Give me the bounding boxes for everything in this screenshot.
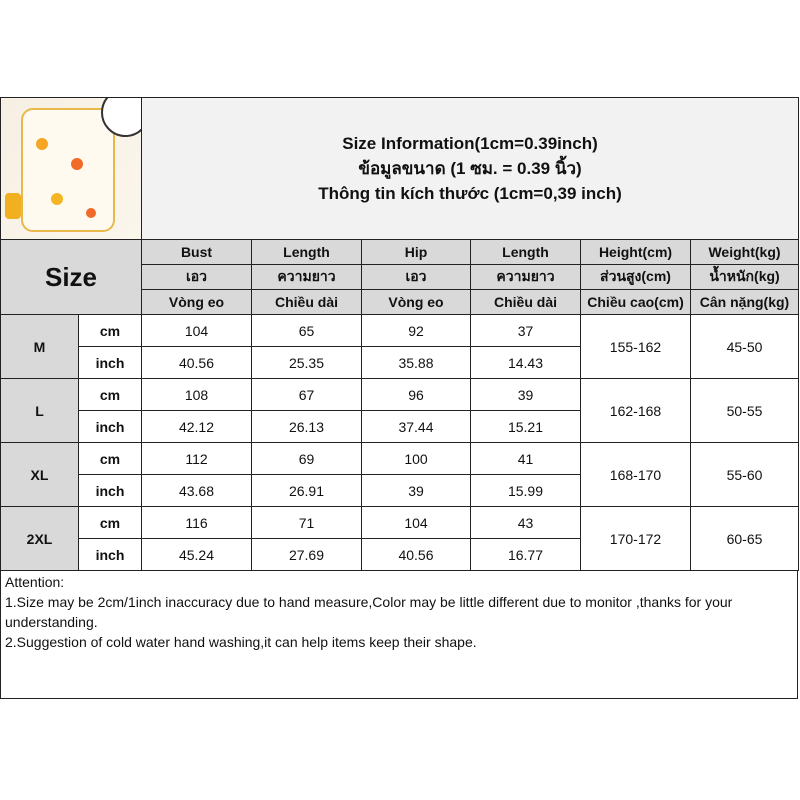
column-header: Weight(kg) [689, 239, 800, 265]
weight-cell: 60-65 [689, 506, 800, 571]
column-header: Chiều dài [470, 289, 581, 315]
measurement-cell: 27.69 [251, 538, 362, 571]
measurement-cell: 41 [470, 442, 581, 475]
size-cell: XL [0, 442, 79, 507]
unit-cell: cm [78, 378, 142, 411]
measurement-cell: 65 [251, 314, 362, 347]
unit-cell: inch [78, 346, 142, 379]
column-header: Hip [361, 239, 471, 265]
unit-cell: inch [78, 474, 142, 507]
unit-cell: inch [78, 538, 142, 571]
measurement-cell: 40.56 [141, 346, 252, 379]
column-header: Chiều cao(cm) [580, 289, 691, 315]
size-cell: L [0, 378, 79, 443]
unit-cell: cm [78, 442, 142, 475]
attention-note: 1.Size may be 2cm/1inch inaccuracy due t… [5, 594, 733, 630]
measurement-cell: 37 [470, 314, 581, 347]
measurement-cell: 43 [470, 506, 581, 539]
measurement-cell: 42.12 [141, 410, 252, 443]
measurement-cell: 96 [361, 378, 471, 411]
column-header: เอว [361, 264, 471, 290]
measurement-cell: 71 [251, 506, 362, 539]
measurement-cell: 14.43 [470, 346, 581, 379]
measurement-cell: 35.88 [361, 346, 471, 379]
column-header: น้ำหนัก(kg) [689, 264, 800, 290]
column-header: Cân nặng(kg) [689, 289, 800, 315]
unit-cell: cm [78, 506, 142, 539]
table-row: inch 42.12 26.13 37.44 15.21 [1, 410, 799, 443]
size-cell: M [0, 314, 79, 379]
measurement-cell: 116 [141, 506, 252, 539]
weight-cell: 45-50 [689, 314, 800, 379]
measurement-cell: 37.44 [361, 410, 471, 443]
measurement-cell: 40.56 [361, 538, 471, 571]
title-thai: ข้อมูลขนาด (1 ซม. = 0.39 นิ้ว) [358, 159, 582, 178]
attention-notes: Attention: 1.Size may be 2cm/1inch inacc… [0, 571, 798, 699]
column-header: Chiều dài [251, 289, 362, 315]
measurement-cell: 108 [141, 378, 252, 411]
column-header: Bust [141, 239, 252, 265]
height-cell: 155-162 [580, 314, 691, 379]
measurement-cell: 26.13 [251, 410, 362, 443]
weight-cell: 50-55 [689, 378, 800, 443]
column-header: เอว [141, 264, 252, 290]
measurement-cell: 16.77 [470, 538, 581, 571]
column-header: ความยาว [251, 264, 362, 290]
measurement-cell: 112 [141, 442, 252, 475]
title-english: Size Information(1cm=0.39inch) [342, 134, 598, 153]
column-header: Vòng eo [141, 289, 252, 315]
size-info-title: Size Information(1cm=0.39inch) ข้อมูลขนา… [140, 97, 800, 240]
column-header: Vòng eo [361, 289, 471, 315]
unit-cell: inch [78, 410, 142, 443]
height-cell: 168-170 [580, 442, 691, 507]
measurement-cell: 69 [251, 442, 362, 475]
measurement-cell: 15.21 [470, 410, 581, 443]
table-row: XL cm 112 69 100 41 168-170 55-60 [0, 442, 800, 507]
measurement-cell: 67 [251, 378, 362, 411]
column-header: Length [251, 239, 362, 265]
measurement-cell: 43.68 [141, 474, 252, 507]
title-vietnamese: Thông tin kích thước (1cm=0,39 inch) [318, 184, 622, 203]
attention-heading: Attention: [5, 574, 65, 590]
measurement-cell: 15.99 [470, 474, 581, 507]
table-row: inch 43.68 26.91 39 15.99 [1, 474, 799, 507]
measurement-cell: 92 [361, 314, 471, 347]
table-row: inch 40.56 25.35 35.88 14.43 [1, 346, 799, 379]
size-chart: Size Information(1cm=0.39inch) ข้อมูลขนา… [0, 97, 800, 699]
column-header: Length [470, 239, 581, 265]
size-cell: 2XL [0, 506, 79, 571]
measurement-cell: 45.24 [141, 538, 252, 571]
table-row: 2XL cm 116 71 104 43 170-172 60-65 [0, 506, 800, 571]
size-header: Size [0, 239, 142, 315]
measurement-cell: 39 [470, 378, 581, 411]
weight-cell: 55-60 [689, 442, 800, 507]
unit-cell: cm [78, 314, 142, 347]
attention-note: 2.Suggestion of cold water hand washing,… [5, 634, 477, 650]
table-row: inch 45.24 27.69 40.56 16.77 [1, 538, 799, 571]
measurement-cell: 39 [361, 474, 471, 507]
height-cell: 170-172 [580, 506, 691, 571]
product-photo [0, 97, 142, 240]
column-header: ความยาว [470, 264, 581, 290]
column-header: ส่วนสูง(cm) [580, 264, 691, 290]
column-header: Height(cm) [580, 239, 691, 265]
measurement-cell: 25.35 [251, 346, 362, 379]
height-cell: 162-168 [580, 378, 691, 443]
measurement-cell: 104 [361, 506, 471, 539]
measurement-cell: 100 [361, 442, 471, 475]
measurement-cell: 104 [141, 314, 252, 347]
measurement-cell: 26.91 [251, 474, 362, 507]
